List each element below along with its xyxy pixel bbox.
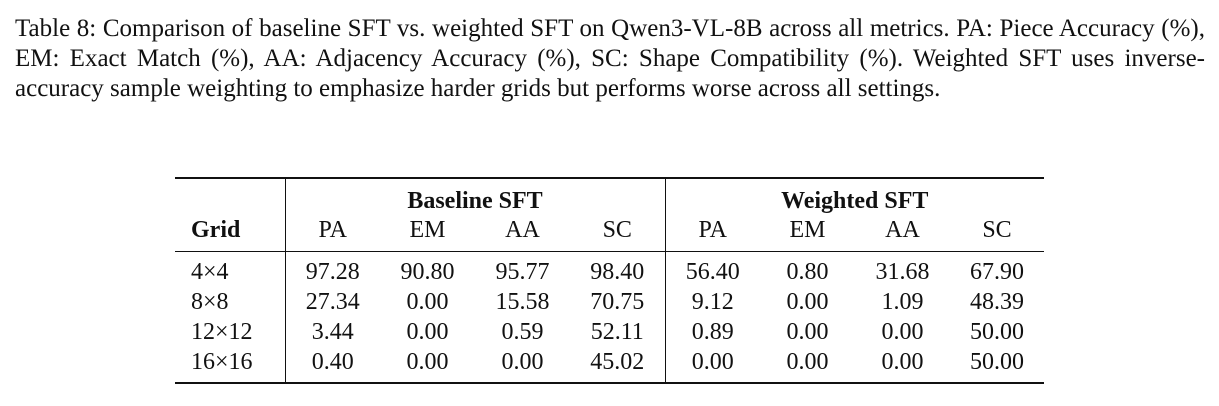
table-cell: 97.28 [284,257,380,287]
table-cell: 0.00 [501,349,544,375]
table-cell: 0.00 [406,289,449,315]
table-cell: 27.34 [284,287,380,317]
column-header-weighted-pa: PA [664,215,760,245]
table-row: 12×12 3.44 0.00 0.59 52.11 0.89 0.00 0.0… [175,317,1044,347]
column-header-row: Grid PA EM AA SC PA EM AA SC [175,215,1044,245]
group-header-baseline: Baseline SFT [284,187,665,215]
table-cell: 9.12 [664,287,760,317]
table-cell: 0.00 [786,349,829,375]
column-header-weighted-aa: AA [885,217,920,243]
table-cell: 70.75 [590,289,645,315]
grid-size-cell: 16×16 [191,349,253,375]
table-cell: 31.68 [875,259,930,285]
table-cell: 0.00 [786,289,829,315]
table-cell: 56.40 [664,257,760,287]
table-row: 8×8 27.34 0.00 15.58 70.75 9.12 0.00 1.0… [175,287,1044,317]
group-header-weighted: Weighted SFT [664,187,1044,215]
header-rule [175,245,1044,252]
table-cell: 95.77 [495,259,550,285]
results-table: Baseline SFT Weighted SFT Grid PA EM AA … [175,177,1044,384]
table-cell: 0.40 [284,347,380,377]
column-header-baseline-pa: PA [284,215,380,245]
table-cell: 15.58 [495,289,550,315]
table-cell: 67.90 [970,259,1024,285]
grid-size-cell: 4×4 [191,259,229,285]
grid-size-cell: 12×12 [191,319,253,345]
column-header-weighted-sc: SC [982,217,1012,243]
column-header-weighted-em: EM [789,217,826,243]
table-cell: 90.80 [400,259,455,285]
column-header-baseline-sc: SC [602,217,632,243]
table-cell: 0.00 [881,349,924,375]
table-cell: 0.00 [881,319,924,345]
table-cell: 45.02 [590,349,645,375]
table-cell: 0.00 [664,347,760,377]
table-cell: 0.00 [406,349,449,375]
column-header-baseline-em: EM [409,217,446,243]
table-row: 16×16 0.40 0.00 0.00 45.02 0.00 0.00 0.0… [175,347,1044,377]
table-cell: 48.39 [970,289,1024,315]
top-rule [175,177,1044,187]
table-cell: 0.00 [406,319,449,345]
table-cell: 0.59 [501,319,544,345]
table-cell: 1.09 [881,289,924,315]
column-header-baseline-aa: AA [505,217,540,243]
table-cell: 98.40 [590,259,645,285]
table-cell: 0.00 [786,319,829,345]
group-header-row: Baseline SFT Weighted SFT [175,187,1044,215]
column-header-grid: Grid [191,217,241,243]
grid-size-cell: 8×8 [191,289,229,315]
table-cell: 50.00 [970,349,1024,375]
table-cell: 0.89 [664,317,760,347]
table-cell: 50.00 [970,319,1024,345]
table-cell: 3.44 [284,317,380,347]
results-table-container: Baseline SFT Weighted SFT Grid PA EM AA … [175,177,1044,384]
table-cell: 52.11 [590,319,644,345]
bottom-rule [175,377,1044,384]
table-row: 4×4 97.28 90.80 95.77 98.40 56.40 0.80 3… [175,257,1044,287]
table-caption: Table 8: Comparison of baseline SFT vs. … [15,15,1205,102]
table-cell: 0.80 [786,259,829,285]
